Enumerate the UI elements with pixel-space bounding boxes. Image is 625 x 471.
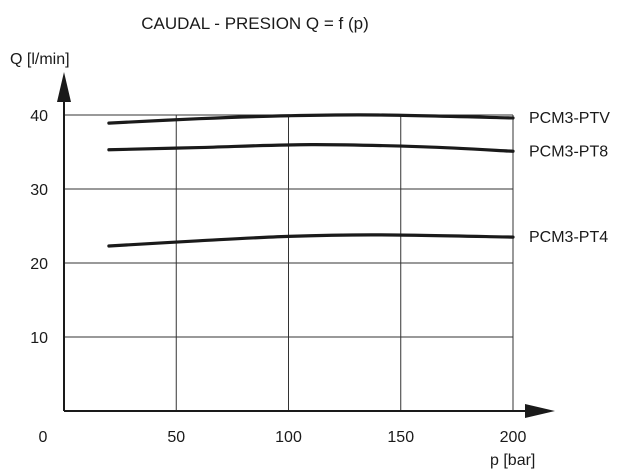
y-axis-arrow — [57, 72, 71, 102]
grid — [64, 114, 514, 411]
series-line — [107, 113, 515, 125]
y-tick-label: 20 — [30, 256, 48, 273]
x-tick-label: 200 — [500, 429, 527, 446]
y-tick-label: 30 — [30, 182, 48, 199]
y-axis-label: Q [l/min] — [10, 51, 70, 68]
axes — [57, 72, 555, 418]
chart-title: CAUDAL - PRESION Q = f (p) — [141, 14, 369, 33]
series-lines — [107, 113, 515, 248]
series-label: PCM3-PT4 — [529, 229, 608, 246]
series-label: PCM3-PTV — [529, 110, 610, 127]
series-label: PCM3-PT8 — [529, 143, 608, 160]
tick-labels: 10 20 30 40 0 50 100 150 200 — [30, 108, 526, 446]
x-axis-label: p [bar] — [490, 452, 535, 469]
series-labels: PCM3-PTV PCM3-PT8 PCM3-PT4 — [529, 110, 610, 246]
x-tick-label: 100 — [275, 429, 302, 446]
series-line — [107, 233, 515, 248]
series-line — [107, 142, 515, 153]
y-tick-label: 10 — [30, 330, 48, 347]
x-tick-label: 50 — [167, 429, 185, 446]
x-tick-label: 0 — [39, 429, 48, 446]
x-axis-arrow — [525, 404, 555, 418]
y-tick-label: 40 — [30, 108, 48, 125]
x-tick-label: 150 — [387, 429, 414, 446]
